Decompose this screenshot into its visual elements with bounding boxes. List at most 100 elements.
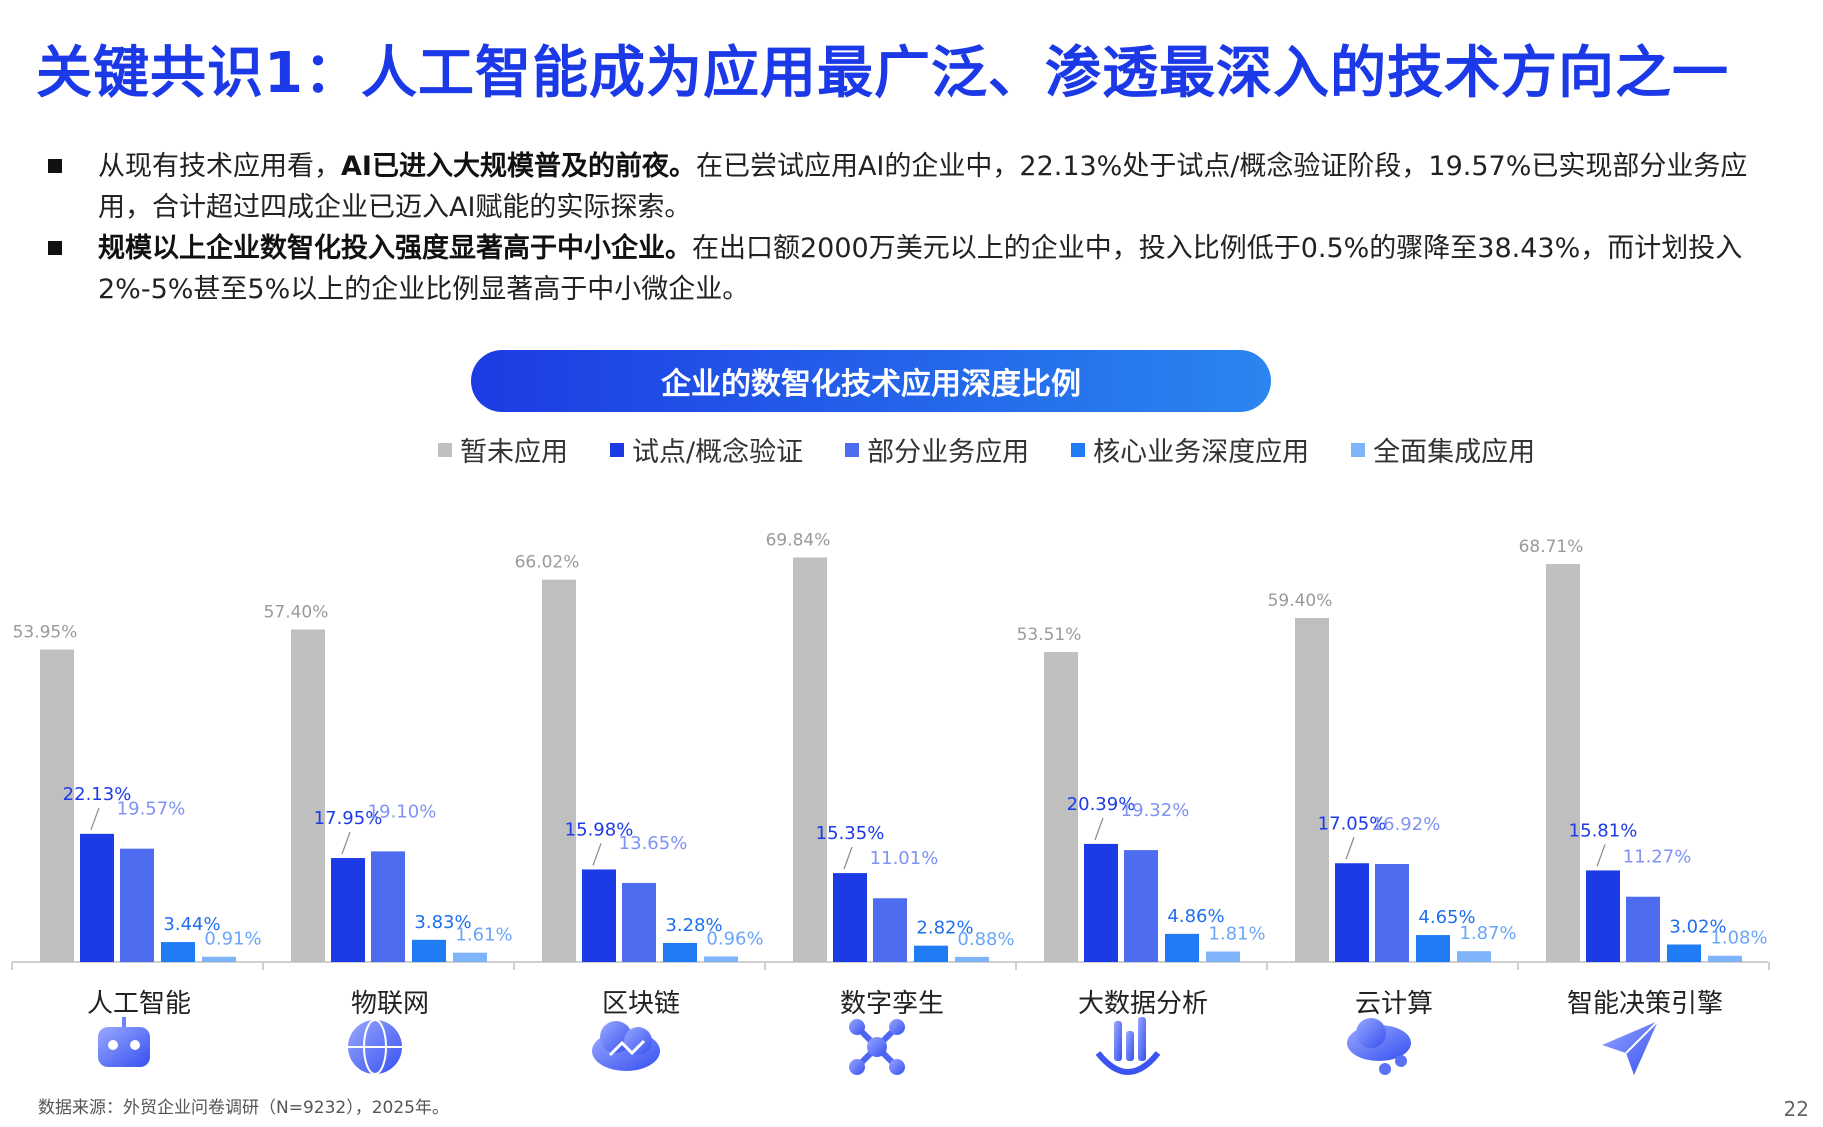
bullet-item: 规模以上企业数智化投入强度显著高于中小企业。在出口额2000万美元以上的企业中，… [48, 228, 1748, 310]
bar-3 [914, 945, 948, 962]
label-leader-line [1596, 844, 1606, 867]
data-label: 1.61% [455, 925, 512, 946]
label-leader-line [1345, 837, 1355, 860]
bullet-text-post: 在已尝试应用AI的企业中，22.13%处于试点/概念验证阶段，19.57%已实现… [98, 151, 1748, 223]
bullet-list: 从现有技术应用看，AI已进入大规模普及的前夜。在已尝试应用AI的企业中，22.1… [48, 146, 1748, 310]
bar-1 [1335, 863, 1369, 962]
data-label: 15.81% [1569, 820, 1638, 841]
bar-0 [1295, 617, 1329, 962]
chart-title: 企业的数智化技术应用深度比例 [471, 350, 1271, 412]
legend-label: 全面集成应用 [1373, 437, 1536, 468]
bar-4 [1457, 951, 1491, 962]
bullet-text-bold: AI已进入大规模普及的前夜。 [341, 151, 696, 182]
legend-label: 暂未应用 [460, 437, 568, 468]
bar-3 [1416, 935, 1450, 962]
page-title: 关键共识1：人工智能成为应用最广泛、渗透最深入的技术方向之一 [36, 41, 1729, 106]
data-label: 68.71% [1519, 537, 1584, 557]
chart-legend: 暂未应用 试点/概念验证 部分业务应用 核心业务深度应用 全面集成应用 [438, 430, 1535, 469]
bar-2 [120, 848, 154, 962]
data-label: 22.13% [63, 784, 132, 805]
bar-1 [582, 869, 616, 962]
bullet-text-post: 在出口额2000万美元以上的企业中，投入比例低于0.5%的骤降至38.43%，而… [98, 233, 1743, 305]
data-analysis-icon [1095, 1017, 1161, 1075]
bar-4 [955, 956, 989, 962]
bar-2 [1375, 864, 1409, 962]
bar-1 [331, 858, 365, 962]
x-tick-label: 数字孪生 [840, 989, 944, 1019]
data-label: 3.44% [163, 914, 220, 935]
label-leader-line [341, 831, 351, 855]
paper-plane-icon [1602, 1020, 1659, 1075]
legend-item: 暂未应用 [438, 430, 568, 469]
bar-4 [202, 956, 236, 962]
data-label: 0.91% [204, 929, 261, 950]
bar-3 [161, 942, 195, 962]
data-label: 20.39% [1067, 794, 1136, 815]
bar-2 [1124, 850, 1158, 962]
legend-label: 试点/概念验证 [632, 437, 804, 468]
bar-4 [1206, 951, 1240, 962]
molecule-network-icon [849, 1019, 905, 1075]
label-leader-line [843, 846, 853, 870]
bar-4 [1708, 955, 1742, 962]
page-number: 22 [1783, 1097, 1809, 1121]
data-label: 1.81% [1208, 924, 1265, 945]
data-source-note: 数据来源：外贸企业问卷调研（N=9232），2025年。 [38, 1098, 449, 1118]
data-label: 17.05% [1318, 813, 1387, 834]
data-label: 1.87% [1459, 923, 1516, 944]
data-label: 53.51% [1017, 625, 1082, 645]
x-tick-label: 智能决策引擎 [1567, 989, 1723, 1019]
label-leader-line [592, 843, 602, 866]
data-label: 4.65% [1418, 907, 1475, 928]
legend-label: 部分业务应用 [867, 437, 1030, 468]
bullet-square-icon [48, 241, 62, 255]
data-label: 66.02% [515, 553, 580, 573]
data-label: 3.83% [414, 912, 471, 933]
blockchain-cloud-icon [592, 1021, 660, 1071]
x-tick-label: 云计算 [1355, 989, 1433, 1019]
legend-swatch [845, 442, 860, 457]
bar-3 [1165, 933, 1199, 962]
data-label: 19.10% [368, 801, 437, 822]
legend-label: 核心业务深度应用 [1093, 437, 1310, 468]
legend-item: 部分业务应用 [845, 430, 1029, 469]
data-label: 3.28% [665, 915, 722, 936]
globe-network-icon [348, 1019, 402, 1075]
data-label: 11.27% [1623, 847, 1692, 868]
data-label: 4.86% [1167, 906, 1224, 927]
bar-0 [40, 649, 74, 962]
data-label: 19.32% [1121, 800, 1190, 821]
data-label: 3.02% [1669, 917, 1726, 938]
legend-swatch [438, 442, 452, 457]
bar-2 [873, 898, 907, 962]
legend-swatch [1071, 442, 1086, 457]
x-tick-label: 大数据分析 [1078, 989, 1208, 1019]
bar-4 [453, 952, 487, 962]
data-label: 11.01% [870, 848, 939, 869]
bar-3 [412, 939, 446, 962]
data-label: 15.35% [816, 823, 885, 844]
data-label: 15.98% [565, 819, 634, 840]
data-label: 1.08% [1710, 928, 1767, 949]
bar-1 [1084, 843, 1118, 962]
x-tick-label: 区块链 [602, 989, 680, 1019]
bar-0 [1546, 564, 1580, 962]
data-label: 2.82% [916, 918, 973, 939]
bar-2 [1626, 896, 1660, 962]
label-leader-line [90, 807, 100, 831]
bar-1 [1586, 870, 1620, 962]
bar-0 [542, 579, 576, 962]
data-label: 16.92% [1372, 814, 1441, 835]
bar-3 [663, 943, 697, 962]
legend-swatch [610, 442, 624, 457]
data-label: 53.95% [13, 623, 78, 643]
x-tick-label: 物联网 [351, 989, 429, 1019]
bullet-item: 从现有技术应用看，AI已进入大规模普及的前夜。在已尝试应用AI的企业中，22.1… [48, 146, 1748, 228]
bar-2 [371, 851, 405, 962]
data-label: 13.65% [619, 833, 688, 854]
label-leader-line [1094, 817, 1104, 841]
bar-3 [1667, 944, 1701, 962]
bar-0 [793, 557, 827, 962]
bar-0 [1044, 652, 1078, 962]
